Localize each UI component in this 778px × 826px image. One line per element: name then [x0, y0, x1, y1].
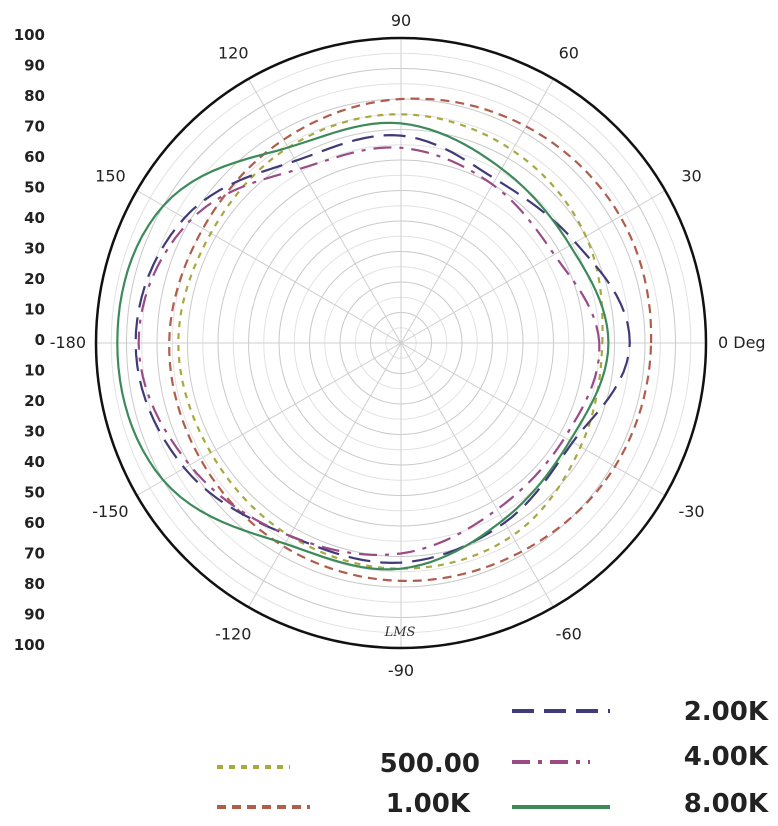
angle-tick-label: -90 [388, 661, 414, 680]
radial-tick-label: 50 [24, 484, 45, 502]
series-layer [116, 97, 653, 582]
radial-tick-label: 60 [24, 514, 45, 532]
annotation-signature: LMS [384, 625, 416, 640]
radial-tick-label: 20 [24, 392, 45, 410]
grid-spoke [400, 342, 554, 608]
radial-tick-label: 60 [24, 148, 45, 166]
legend-label-3: 4.00K [684, 742, 769, 772]
legend: 500.00 1.00K 2.00K 4.00K 8.00K [217, 697, 769, 819]
radial-tick-label: 30 [24, 240, 45, 258]
angle-tick-label: 30 [681, 166, 701, 185]
radial-tick-label: 0 [35, 331, 45, 349]
radial-tick-label: 100 [14, 26, 45, 44]
radial-tick-label: 30 [24, 423, 45, 441]
radial-tick-label: 10 [24, 362, 45, 380]
polar-grid [96, 38, 706, 648]
radial-tick-label: 20 [24, 270, 45, 288]
grid-spoke [400, 342, 666, 496]
angle-tick-label: -180 [50, 333, 86, 352]
angle-tick-label: -150 [92, 502, 128, 521]
angle-tick-label: 150 [95, 166, 126, 185]
grid-spoke [248, 342, 402, 608]
angle-tick-label: 90 [391, 11, 411, 30]
outer-ring [94, 36, 708, 650]
angle-tick-label: 0 Deg [718, 333, 766, 352]
radial-tick-label: 70 [24, 545, 45, 563]
radial-tick-label: 80 [24, 87, 45, 105]
angle-tick-labels: 0 Deg 30 60 90 120 150 -180 -150 -120 -90 -60 -30 [50, 11, 766, 680]
radial-tick-label: 40 [24, 209, 45, 227]
angle-tick-label: -120 [215, 625, 251, 644]
radial-tick-labels: 1009080706050403020100102030405060708090… [14, 26, 45, 654]
legend-label-2: 2.00K [684, 697, 769, 727]
series-line-4 [116, 121, 610, 571]
legend-label-0: 500.00 [380, 749, 480, 779]
radial-tick-label: 90 [24, 57, 45, 75]
angle-tick-label: -30 [678, 502, 704, 521]
radial-tick-label: 50 [24, 179, 45, 197]
radial-tick-label: 100 [14, 636, 45, 654]
radial-tick-label: 10 [24, 301, 45, 319]
grid-spoke [248, 78, 402, 344]
grid-spoke [400, 78, 554, 344]
series-line-1 [168, 97, 653, 582]
series-line-2 [134, 133, 631, 565]
series-line-3 [137, 146, 601, 556]
legend-label-4: 8.00K [684, 789, 769, 819]
radial-tick-label: 90 [24, 606, 45, 624]
grid-spoke [136, 190, 402, 344]
radial-tick-label: 80 [24, 575, 45, 593]
angle-tick-label: 120 [218, 43, 249, 62]
radial-tick-label: 40 [24, 453, 45, 471]
radial-tick-label: 70 [24, 118, 45, 136]
grid-spoke [136, 342, 402, 496]
angle-tick-label: 60 [559, 43, 579, 62]
legend-label-1: 1.00K [386, 789, 471, 819]
grid-spoke [400, 190, 666, 344]
series-line-0 [177, 113, 604, 570]
angle-tick-label: -60 [556, 625, 582, 644]
